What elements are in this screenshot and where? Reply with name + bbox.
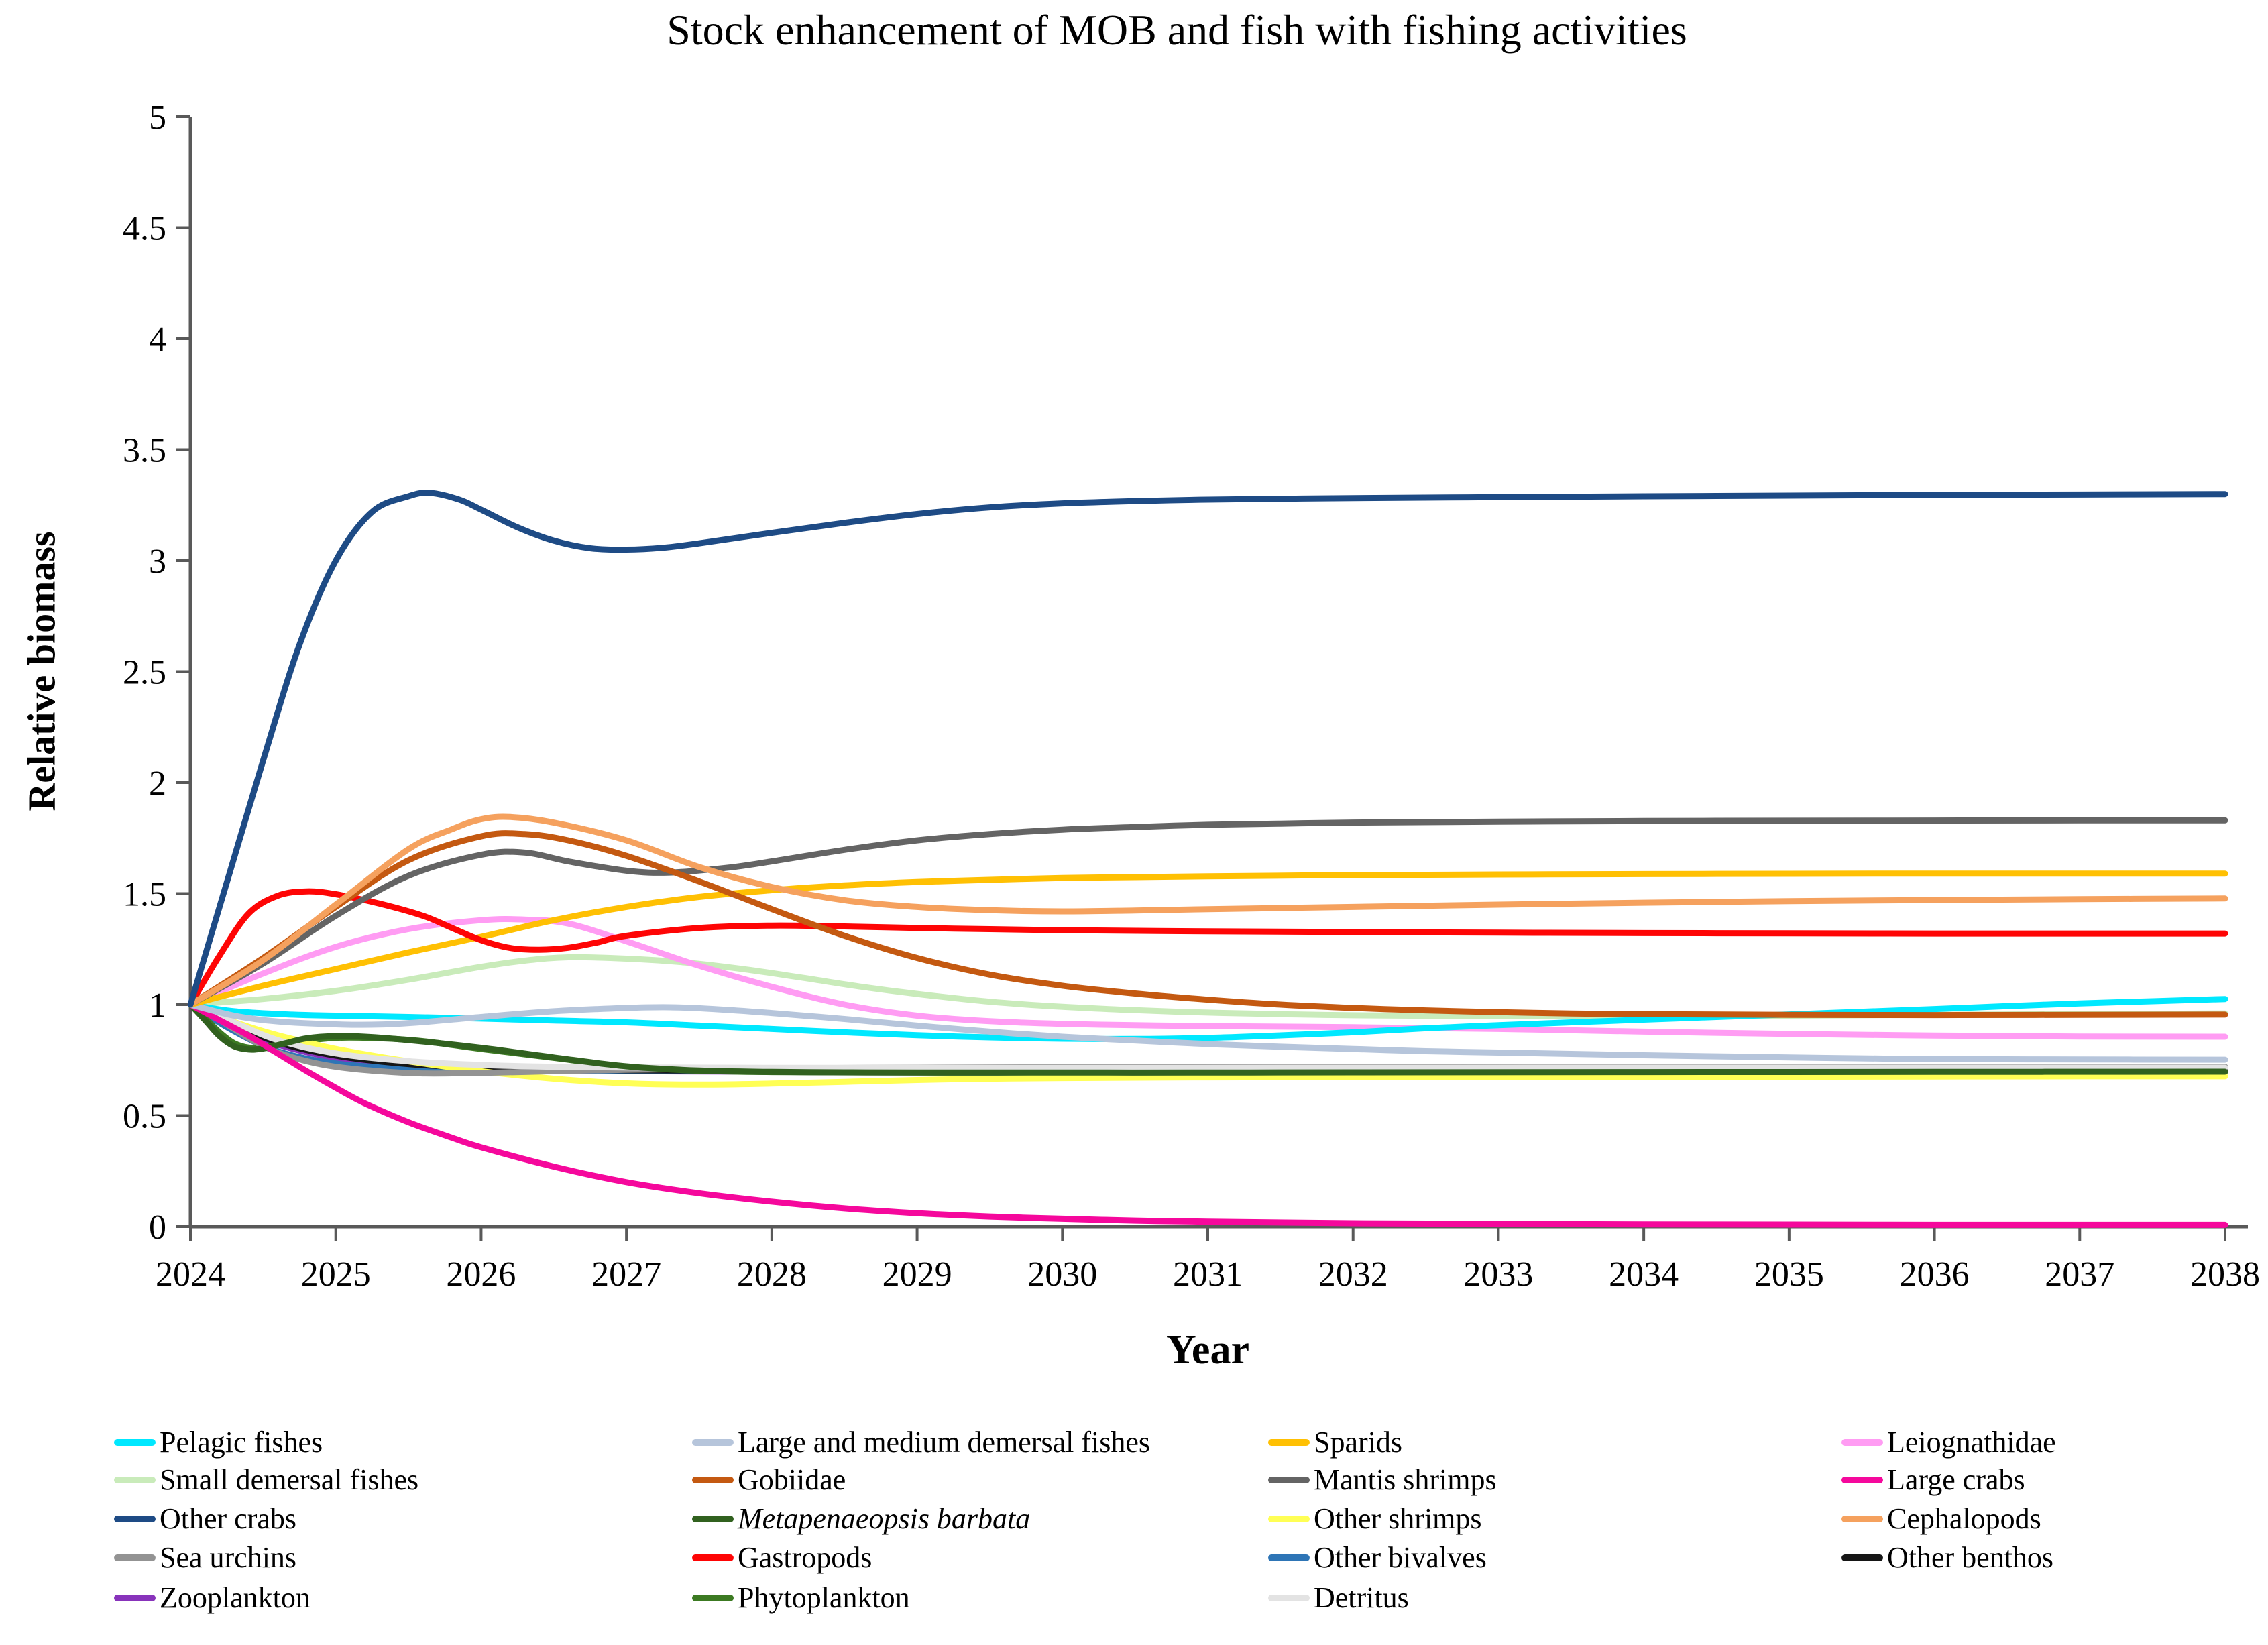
legend-item-phytoplankton: Phytoplankton	[692, 1579, 910, 1618]
series-line-sparids	[187, 870, 2228, 1008]
legend-item-other-shrimps: Other shrimps	[1268, 1499, 1482, 1538]
series-line-large-and-medium-demersal-fishes	[187, 1001, 2228, 1063]
legend-item-gastropods: Gastropods	[692, 1538, 872, 1577]
legend-label: Leiognathidae	[1887, 1426, 2056, 1459]
legend-item-large-and-medium-demersal-fishes: Large and medium demersal fishes	[692, 1423, 1150, 1462]
x-tick-label: 2029	[883, 1255, 952, 1294]
legend-label: Small demersal fishes	[160, 1463, 419, 1496]
legend-item-sparids: Sparids	[1268, 1423, 1402, 1462]
legend-item-mantis-shrimps: Mantis shrimps	[1268, 1461, 1497, 1499]
legend-label: Metapenaeopsis barbata	[738, 1502, 1031, 1535]
x-tick-label: 2037	[2045, 1255, 2114, 1294]
x-tick-label: 2033	[1463, 1255, 1533, 1294]
legend-swatch	[692, 1516, 734, 1522]
legend-swatch	[114, 1554, 156, 1561]
legend-label: Sparids	[1314, 1426, 1402, 1459]
legend-swatch	[1841, 1516, 1883, 1522]
y-tick-label: 1	[149, 986, 166, 1025]
y-tick-label: 3	[149, 543, 166, 581]
x-axis-title: Year	[1166, 1327, 1249, 1373]
y-tick-label: 1.5	[123, 876, 166, 914]
series-line-leiognathidae	[187, 915, 2228, 1040]
legend-label: Cephalopods	[1887, 1502, 2041, 1535]
legend-swatch	[1268, 1595, 1310, 1601]
legend-label: Pelagic fishes	[160, 1426, 323, 1459]
legend-item-detritus: Detritus	[1268, 1579, 1409, 1618]
x-tick-label: 2028	[737, 1255, 807, 1294]
x-tick-label: 2034	[1609, 1255, 1679, 1294]
x-tick-label: 2036	[1900, 1255, 1970, 1294]
legend-item-other-crabs: Other crabs	[114, 1499, 296, 1538]
x-tick-label: 2024	[156, 1255, 225, 1294]
legend-item-pelagic-fishes: Pelagic fishes	[114, 1423, 323, 1462]
legend-item-zooplankton: Zooplankton	[114, 1579, 310, 1618]
legend-swatch	[1268, 1516, 1310, 1522]
x-tick-label: 2027	[591, 1255, 661, 1294]
legend-swatch	[692, 1477, 734, 1483]
legend-label: Large and medium demersal fishes	[738, 1426, 1150, 1459]
y-tick-label: 0	[149, 1208, 166, 1247]
series-line-other-shrimps	[187, 1001, 2228, 1088]
legend-item-sea-urchins: Sea urchins	[114, 1538, 296, 1577]
legend-item-small-demersal-fishes: Small demersal fishes	[114, 1461, 418, 1499]
legend-item-gobiidae: Gobiidae	[692, 1461, 846, 1499]
legend-label: Other benthos	[1887, 1541, 2054, 1574]
y-tick-label: 3.5	[123, 432, 166, 470]
series-line-gobiidae	[187, 830, 2228, 1019]
series-line-large-crabs	[187, 1001, 2228, 1228]
legend-label: Gobiidae	[738, 1463, 846, 1496]
legend-swatch	[1268, 1439, 1310, 1446]
legend-label: Other bivalves	[1314, 1541, 1487, 1574]
y-tick-label: 4	[149, 321, 166, 359]
series-line-other-crabs	[187, 490, 2228, 1008]
legend-label: Mantis shrimps	[1314, 1463, 1497, 1496]
series-line-mantis-shrimps	[187, 817, 2228, 1008]
legend-label: Gastropods	[738, 1541, 872, 1574]
legend-item-cephalopods: Cephalopods	[1841, 1499, 2041, 1538]
chart-title: Stock enhancement of MOB and fish with f…	[667, 6, 1687, 54]
y-tick-label: 4.5	[123, 210, 166, 248]
x-tick-label: 2026	[446, 1255, 516, 1294]
x-tick-label: 2030	[1027, 1255, 1097, 1294]
x-tick-label: 2035	[1754, 1255, 1824, 1294]
legend-item-metapenaeopsis-barbata: Metapenaeopsis barbata	[692, 1499, 1030, 1538]
legend-label: Detritus	[1314, 1581, 1409, 1614]
x-tick-label: 2038	[2190, 1255, 2260, 1294]
y-tick-label: 2	[149, 764, 166, 803]
x-tick-label: 2025	[301, 1255, 371, 1294]
y-tick-label: 5	[149, 99, 166, 137]
legend-label: Phytoplankton	[738, 1581, 910, 1614]
series-line-cephalopods	[187, 813, 2228, 1008]
legend-swatch	[114, 1516, 156, 1522]
legend-item-leiognathidae: Leiognathidae	[1841, 1423, 2056, 1462]
legend-swatch	[1268, 1477, 1310, 1483]
x-tick-label: 2031	[1173, 1255, 1243, 1294]
legend-swatch	[114, 1439, 156, 1446]
legend-label: Other shrimps	[1314, 1502, 1482, 1535]
legend-swatch	[692, 1554, 734, 1561]
legend-swatch	[692, 1595, 734, 1601]
legend-swatch	[1841, 1439, 1883, 1446]
legend-swatch	[114, 1477, 156, 1483]
legend-swatch	[1841, 1477, 1883, 1483]
legend-label: Large crabs	[1887, 1463, 2025, 1496]
y-tick-label: 0.5	[123, 1098, 166, 1136]
y-tick-label: 2.5	[123, 654, 166, 692]
legend-item-large-crabs: Large crabs	[1841, 1461, 2025, 1499]
legend-item-other-bivalves: Other bivalves	[1268, 1538, 1487, 1577]
legend-swatch	[1841, 1554, 1883, 1561]
legend-swatch	[692, 1439, 734, 1446]
legend-swatch	[114, 1595, 156, 1601]
x-tick-label: 2032	[1318, 1255, 1388, 1294]
legend-swatch	[1268, 1554, 1310, 1561]
legend-label: Zooplankton	[160, 1581, 310, 1614]
legend-label: Sea urchins	[160, 1541, 297, 1574]
legend-label: Other crabs	[160, 1502, 297, 1535]
legend-item-other-benthos: Other benthos	[1841, 1538, 2053, 1577]
